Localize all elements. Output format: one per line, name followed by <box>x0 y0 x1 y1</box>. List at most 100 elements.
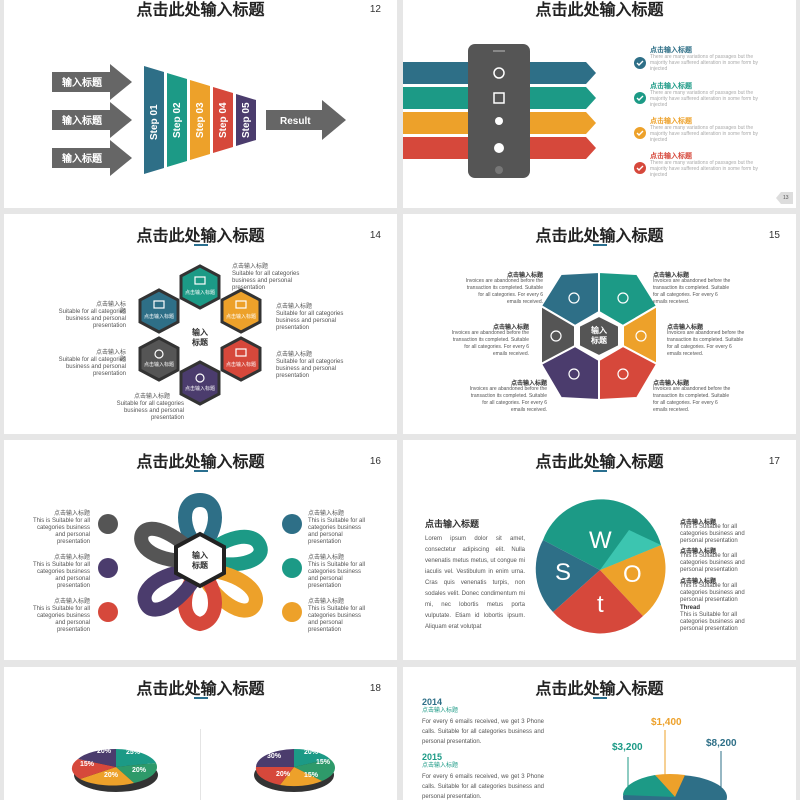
title-underline <box>193 470 208 472</box>
pie1-slice <box>71 759 116 779</box>
caption-title: 点击输入标题 <box>308 599 345 605</box>
step-label: Step 01 <box>149 104 160 140</box>
caption-title: 点击输入标题 <box>54 511 91 517</box>
page-number: 14 <box>369 230 381 241</box>
petal-green <box>194 529 268 572</box>
caption-body: This is Suitable for all categories busi… <box>32 562 90 589</box>
title-underline <box>193 244 208 246</box>
result-arrow <box>266 100 346 140</box>
swot-s-segment <box>535 540 600 612</box>
caption-title: 点击输入标题 <box>232 264 269 270</box>
caption-body: This is Suitable for all categories busi… <box>32 606 90 633</box>
year-subtitle: 点击输入标题 <box>422 708 459 714</box>
caption-title: 点击输入标题 <box>308 511 345 517</box>
petal-gray <box>134 521 206 568</box>
caption-title: 点击输入标题 <box>667 325 704 331</box>
people-icon <box>568 292 580 304</box>
base-ellipse-green <box>623 775 675 797</box>
check-icon <box>634 162 646 174</box>
base-ellipse-orange <box>655 774 685 797</box>
slide-16: 点击此处输入标题 16 输入标题 点击输入标题 This is Suitable… <box>4 440 397 660</box>
step-label: Step 02 <box>172 102 183 138</box>
year-label: 2014 <box>422 697 443 707</box>
house-icon <box>98 558 118 578</box>
pie1-slice <box>78 748 116 767</box>
swot-pie: W O t S <box>535 499 666 634</box>
step-02-band <box>167 73 187 167</box>
slide-17: 点击此处输入标题 17 点击输入标题 Lorem ipsum dolor sit… <box>403 440 796 660</box>
phone-home-button <box>495 166 503 174</box>
swot-letter: t <box>597 591 604 618</box>
money-icon <box>282 558 302 578</box>
caption-body: This is Suitable for all categories busi… <box>32 518 90 545</box>
slide-title: 点击此处输入标题 <box>136 226 265 245</box>
bank-icon <box>194 276 206 285</box>
segment-gray <box>540 304 576 366</box>
item-title: 点击输入标题 <box>650 47 692 54</box>
pie2-label: 30% <box>267 753 282 760</box>
phone-body <box>468 44 530 178</box>
title-underline <box>592 244 607 246</box>
check-icon <box>634 127 646 139</box>
caption-title: 点击输入标题 <box>680 520 717 526</box>
pie1-label: 20% <box>104 772 119 779</box>
value-label: $8,200 <box>706 738 737 749</box>
caption-title: 点击输入标题 <box>507 273 544 279</box>
input-label: 输入标题 <box>62 114 103 127</box>
center-label: 输入标题 <box>192 551 208 570</box>
slide-19: 点击此处输入标题 2014 点击输入标题 For every 6 emails … <box>403 667 796 800</box>
caption-title: 点击输入标题 <box>680 549 717 555</box>
caption-title: 点击输入标题 <box>511 381 548 387</box>
caption-body: Invoices are abandoned before the transa… <box>667 330 745 357</box>
gift-icon <box>235 300 247 309</box>
caption-body: This is Suitable for all categories busi… <box>680 524 745 544</box>
pie2-slice <box>280 767 322 787</box>
money-icon <box>617 292 629 304</box>
people-icon <box>282 514 302 534</box>
year-label: 2015 <box>422 752 443 762</box>
slide-title: 点击此处输入标题 <box>535 0 664 19</box>
check-icon <box>634 92 646 104</box>
year-body: For every 6 emails received, we get 3 Ph… <box>422 719 544 745</box>
hex-top-left <box>138 288 180 334</box>
caption-title: 点击输入标题 <box>95 350 126 363</box>
page-number: 15 <box>768 230 780 241</box>
pie2-slice <box>255 767 294 785</box>
pie2-slice <box>294 759 336 781</box>
hex-label: 点击输入标题 <box>185 386 216 392</box>
caption-body: Suitable for all categories business and… <box>116 401 184 421</box>
center-label: 输入标题 <box>591 326 607 345</box>
flower-diagram <box>98 492 302 632</box>
calendar-icon <box>493 92 505 104</box>
slide-15: 点击此处输入标题 15 输入标题 点击输入标题 Invoices are aba… <box>403 214 796 434</box>
swot-highlight <box>600 530 661 570</box>
caption-body: Invoices are abandoned before the transa… <box>465 278 543 305</box>
pie1-label: 20% <box>132 767 147 774</box>
value-label: $3,200 <box>612 742 643 753</box>
swot-o-segment <box>600 545 666 616</box>
pie2-label: 15% <box>304 772 319 779</box>
item-body: There are many variations of passages bu… <box>650 90 759 108</box>
petal-purple <box>137 563 207 617</box>
hex-top <box>179 264 221 310</box>
caption-title: Thread <box>680 605 701 611</box>
caption-title: 点击输入标题 <box>493 325 530 331</box>
year-subtitle: 点击输入标题 <box>422 763 459 769</box>
swot-letter: W <box>589 527 612 554</box>
item-title: 点击输入标题 <box>650 83 692 90</box>
page-number: 18 <box>369 683 381 694</box>
slide-14: 点击此处输入标题 14 点击输入标题 点击输入标题 点击输入标题 点击输入标题 … <box>4 214 397 434</box>
scale-icon <box>153 300 165 309</box>
hex-bottom-left <box>138 336 180 382</box>
year-body: For every 6 emails received, we get 3 Ph… <box>422 774 544 800</box>
pie1-label: 20% <box>97 748 112 755</box>
caption-title: 点击输入标题 <box>653 381 690 387</box>
leaf-icon <box>154 349 164 359</box>
hex-label: 点击输入标题 <box>144 362 175 368</box>
item-title: 点击输入标题 <box>650 153 692 160</box>
caption-title: 点击输入标题 <box>54 599 91 605</box>
step-01-band <box>144 66 164 174</box>
page-badge <box>776 192 793 204</box>
result-label: Result <box>280 116 311 127</box>
caption-body: This is Suitable for all categories busi… <box>308 606 366 633</box>
